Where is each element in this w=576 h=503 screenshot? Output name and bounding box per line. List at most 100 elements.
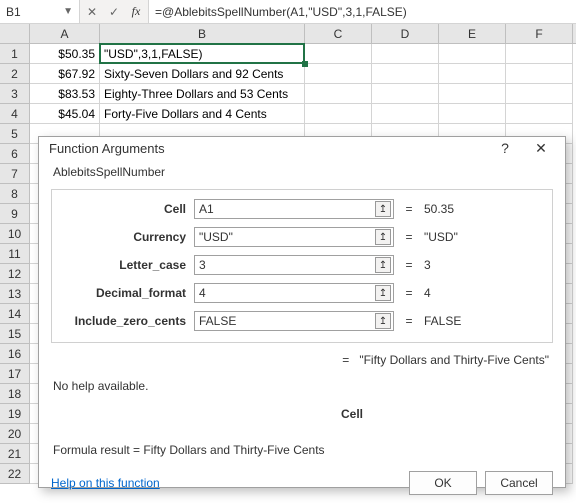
range-selector-icon[interactable]: ↥	[375, 201, 391, 217]
arg-input[interactable]: 4↥	[194, 283, 394, 303]
row-header[interactable]: 3	[0, 84, 30, 104]
fx-icon[interactable]: fx	[128, 4, 144, 19]
col-header-E[interactable]: E	[439, 24, 506, 43]
eq-label: =	[402, 258, 416, 272]
formula-input[interactable]: =@AblebitsSpellNumber(A1,"USD",3,1,FALSE…	[149, 0, 576, 23]
row-header[interactable]: 20	[0, 424, 30, 444]
cell[interactable]	[305, 84, 372, 104]
formula-result-prefix: Formula result =	[53, 443, 143, 457]
close-icon[interactable]: ✕	[527, 137, 555, 159]
cell[interactable]	[506, 84, 573, 104]
cell[interactable]	[372, 44, 439, 64]
name-box[interactable]: B1 ▼	[0, 0, 80, 23]
row-header[interactable]: 21	[0, 444, 30, 464]
arg-label: Include_zero_cents	[62, 314, 186, 328]
col-header-B[interactable]: B	[100, 24, 305, 43]
cell[interactable]: Eighty-Three Dollars and 53 Cents	[100, 84, 305, 104]
cell[interactable]: $45.04	[30, 104, 100, 124]
cell[interactable]	[506, 44, 573, 64]
cell[interactable]	[305, 104, 372, 124]
name-box-value: B1	[6, 5, 63, 19]
cell[interactable]: Sixty-Seven Dollars and 92 Cents	[100, 64, 305, 84]
arg-eval: 50.35	[424, 202, 454, 216]
cell[interactable]	[372, 104, 439, 124]
cell[interactable]	[439, 64, 506, 84]
cell[interactable]: Forty-Five Dollars and 4 Cents	[100, 104, 305, 124]
col-header-C[interactable]: C	[305, 24, 372, 43]
arg-label: Cell	[62, 202, 186, 216]
formula-result-line: Formula result = Fifty Dollars and Thirt…	[51, 433, 553, 463]
cell[interactable]: $83.53	[30, 84, 100, 104]
cell[interactable]: $50.35	[30, 44, 100, 64]
row-header[interactable]: 4	[0, 104, 30, 124]
range-selector-icon[interactable]: ↥	[375, 229, 391, 245]
row-header[interactable]: 10	[0, 224, 30, 244]
grid-row: 3$83.53Eighty-Three Dollars and 53 Cents	[0, 84, 576, 104]
row-header[interactable]: 16	[0, 344, 30, 364]
arg-input[interactable]: "USD"↥	[194, 227, 394, 247]
row-header[interactable]: 17	[0, 364, 30, 384]
row-header[interactable]: 11	[0, 244, 30, 264]
select-all-corner[interactable]	[0, 24, 30, 43]
cell[interactable]	[372, 64, 439, 84]
row-header[interactable]: 7	[0, 164, 30, 184]
eq-label: =	[342, 353, 349, 367]
chevron-down-icon[interactable]: ▼	[63, 6, 73, 17]
dialog-titlebar[interactable]: Function Arguments ? ✕	[39, 137, 565, 159]
arg-input[interactable]: A1↥	[194, 199, 394, 219]
cell[interactable]	[372, 84, 439, 104]
cancel-formula-icon[interactable]: ✕	[84, 5, 100, 19]
col-header-A[interactable]: A	[30, 24, 100, 43]
dialog-body: AblebitsSpellNumber CellA1↥=50.35Currenc…	[39, 159, 565, 471]
column-headers: A B C D E F	[0, 24, 576, 44]
cell[interactable]	[439, 44, 506, 64]
col-header-F[interactable]: F	[506, 24, 573, 43]
formula-result-value: Fifty Dollars and Thirty-Five Cents	[143, 443, 324, 457]
cancel-button[interactable]: Cancel	[485, 471, 553, 495]
cell[interactable]	[439, 84, 506, 104]
dialog-title: Function Arguments	[49, 141, 483, 156]
arg-input[interactable]: FALSE↥	[194, 311, 394, 331]
col-header-D[interactable]: D	[372, 24, 439, 43]
row-header[interactable]: 15	[0, 324, 30, 344]
arg-eval: "USD"	[424, 230, 458, 244]
function-arguments-dialog: Function Arguments ? ✕ AblebitsSpellNumb…	[38, 136, 566, 488]
range-selector-icon[interactable]: ↥	[375, 257, 391, 273]
cell[interactable]	[506, 104, 573, 124]
cell[interactable]: $67.92	[30, 64, 100, 84]
accept-formula-icon[interactable]: ✓	[106, 5, 122, 19]
arg-row: Include_zero_centsFALSE↥=FALSE	[62, 310, 542, 332]
ok-button[interactable]: OK	[409, 471, 477, 495]
cell[interactable]: "USD",3,1,FALSE)	[100, 44, 305, 64]
arg-row: Currency"USD"↥="USD"	[62, 226, 542, 248]
row-header[interactable]: 18	[0, 384, 30, 404]
result-preview-line: = "Fifty Dollars and Thirty-Five Cents"	[51, 347, 553, 369]
range-selector-icon[interactable]: ↥	[375, 313, 391, 329]
row-header[interactable]: 14	[0, 304, 30, 324]
eq-label: =	[402, 286, 416, 300]
result-preview: "Fifty Dollars and Thirty-Five Cents"	[359, 353, 549, 367]
cell[interactable]	[305, 44, 372, 64]
row-header[interactable]: 6	[0, 144, 30, 164]
row-header[interactable]: 5	[0, 124, 30, 144]
grid-row: 4$45.04Forty-Five Dollars and 4 Cents	[0, 104, 576, 124]
row-header[interactable]: 8	[0, 184, 30, 204]
no-help-text: No help available.	[51, 373, 553, 399]
row-header[interactable]: 19	[0, 404, 30, 424]
arguments-panel: CellA1↥=50.35Currency"USD"↥="USD"Letter_…	[51, 189, 553, 343]
cell[interactable]	[506, 64, 573, 84]
arg-input[interactable]: 3↥	[194, 255, 394, 275]
range-selector-icon[interactable]: ↥	[375, 285, 391, 301]
cell[interactable]	[439, 104, 506, 124]
row-header[interactable]: 13	[0, 284, 30, 304]
row-header[interactable]: 1	[0, 44, 30, 64]
row-header[interactable]: 2	[0, 64, 30, 84]
help-link[interactable]: Help on this function	[51, 476, 401, 490]
row-header[interactable]: 9	[0, 204, 30, 224]
arg-eval: 4	[424, 286, 431, 300]
help-icon[interactable]: ?	[491, 137, 519, 159]
cell[interactable]	[305, 64, 372, 84]
row-header[interactable]: 22	[0, 464, 30, 484]
formula-bar-buttons: ✕ ✓ fx	[80, 0, 149, 23]
row-header[interactable]: 12	[0, 264, 30, 284]
